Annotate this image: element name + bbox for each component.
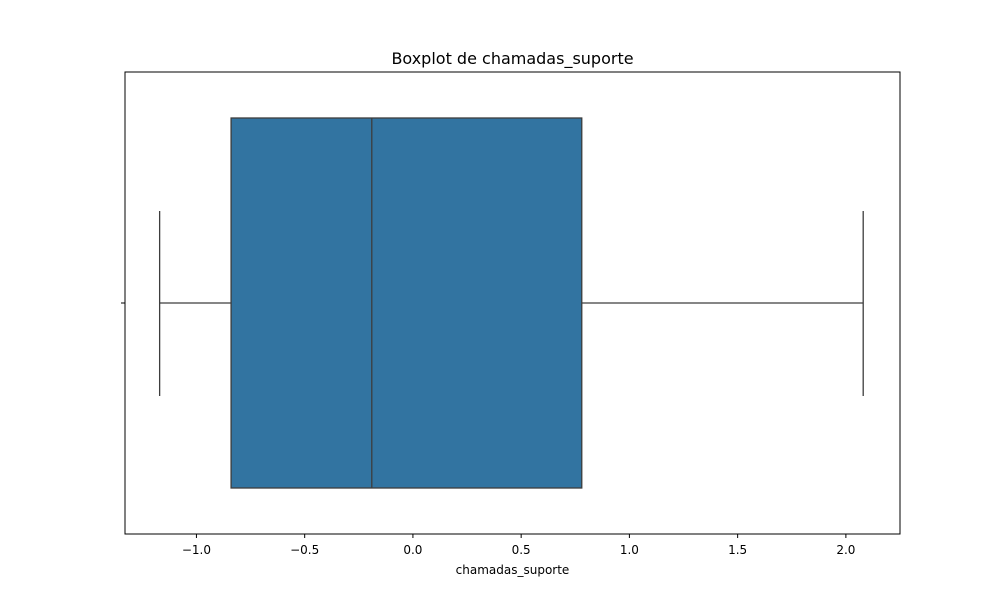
x-tick-label: −1.0 bbox=[182, 543, 211, 557]
iqr-box bbox=[230, 117, 583, 489]
x-tick-label: 0.5 bbox=[512, 543, 531, 557]
x-tick-label: −0.5 bbox=[290, 543, 319, 557]
x-tick-label: 2.0 bbox=[836, 543, 855, 557]
plot-area bbox=[158, 117, 864, 489]
x-axis: −1.0 −0.5 0.0 0.5 1.0 1.5 2.0 bbox=[121, 71, 901, 557]
x-axis-label: chamadas_suporte bbox=[456, 563, 570, 577]
x-tick-label: 0.0 bbox=[403, 543, 422, 557]
x-tick-label: 1.5 bbox=[728, 543, 747, 557]
chart-title: Boxplot de chamadas_suporte bbox=[391, 49, 633, 69]
x-tick-label: 1.0 bbox=[620, 543, 639, 557]
